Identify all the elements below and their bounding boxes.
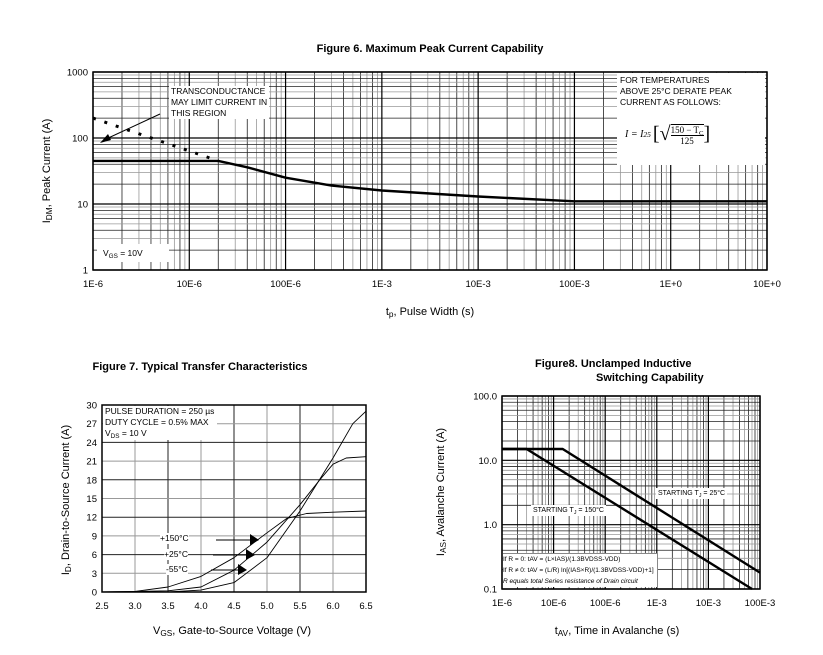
y-tick-label: 15 (86, 494, 97, 505)
x-tick-label: 5.5 (293, 601, 306, 612)
fig7-title: Figure 7. Typical Transfer Characteristi… (92, 361, 308, 373)
y-tick-label: 1.0 (484, 520, 497, 531)
fig6-derate-box: FOR TEMPERATURES ABOVE 25°C DERATE PEAK … (617, 73, 765, 165)
y-tick-label: 0.1 (484, 585, 497, 596)
y-tick-label: 100 (72, 134, 88, 145)
x-tick-label: 100E-3 (559, 279, 590, 290)
x-tick-label: 1E-3 (372, 279, 392, 290)
x-tick-label: 3.0 (128, 601, 141, 612)
fig7-label-25c: +25°C (164, 549, 188, 560)
fig6-ylabel: IDM, Peak Current (A) (41, 118, 54, 224)
y-tick-label: 27 (86, 419, 97, 430)
series-line--150-c (101, 510, 367, 593)
fig7-conditions-note: PULSE DURATION = 250 µs DUTY CYCLE = 0.5… (103, 406, 218, 440)
x-tick-label: 4.0 (194, 601, 207, 612)
plot-frame (92, 71, 768, 271)
fig8-label-25c: STARTING TJ = 25°C (656, 488, 728, 499)
y-tick-label: 30 (86, 401, 97, 412)
x-tick-label: 1E-6 (492, 598, 512, 609)
fig8-xlabel: tAV, Time in Avalanche (s) (554, 625, 680, 638)
x-tick-label: 6.0 (326, 601, 339, 612)
x-tick-label: 10E-6 (541, 598, 566, 609)
series-line--25-c (101, 456, 367, 593)
y-tick-label: 9 (92, 531, 97, 542)
fig7-plot: 2.5 3.0 3.5 4.0 4.5 5.0 5.5 6.0 6.5 0 3 6 9 12 15 18 21 2… (86, 401, 372, 613)
x-tick-label: 100E-3 (745, 598, 776, 609)
fig8-ylabel: IAS, Avalanche Current (A) (435, 427, 448, 557)
x-tick-label: 2.5 (95, 601, 108, 612)
series-line-0 (93, 159, 767, 203)
transconductance-arrow-line (103, 113, 161, 141)
series-line-starting-tj-150-c (502, 447, 753, 591)
fig6-derate-formula: I = I 25 [√ 150 − TC 125 ] (625, 123, 711, 146)
fig8-equations: If R = 0: tAV = (L×IAS)/(1.3BVDSS-VDD) I… (503, 553, 658, 587)
y-tick-label: 18 (86, 475, 97, 486)
y-tick-label: 10 (77, 200, 88, 211)
x-tick-label: 10E-6 (177, 279, 202, 290)
arrowhead-icon (238, 564, 247, 575)
series-line--55-c (102, 410, 367, 593)
fig7-label-150c: +150°C (160, 533, 189, 544)
transconductance-arrowhead-icon (100, 134, 111, 143)
x-tick-label: 100E-6 (270, 279, 301, 290)
arrowhead-icon (246, 549, 255, 560)
fig6-xlabel: tp, Pulse Width (s) (385, 306, 475, 319)
y-tick-label: 100.0 (473, 392, 497, 403)
x-tick-label: 3.5 (161, 601, 174, 612)
y-tick-label: 6 (92, 550, 97, 561)
y-tick-label: 12 (86, 513, 97, 524)
x-tick-label: 10E-3 (696, 598, 721, 609)
x-tick-label: 5.0 (260, 601, 273, 612)
fig6-plot: 1E-6 10E-6 100E-6 1E-3 10E-3 100E-3 1E+0 10E+0 1… (67, 68, 781, 291)
y-tick-label: 1000 (67, 68, 88, 79)
plot-frame (501, 395, 761, 590)
y-tick-label: 21 (86, 457, 97, 468)
arrowhead-icon (250, 534, 259, 545)
fig8-title-line2: Switching Capability (596, 372, 704, 384)
x-tick-label: 1E+0 (659, 279, 681, 290)
fig6-transconductance-note: TRANSCONDUCTANCE MAY LIMIT CURRENT IN TH… (169, 86, 270, 119)
y-tick-label: 10.0 (479, 456, 498, 467)
fig8-title-line1: Figure8. Unclamped Inductive (535, 358, 692, 370)
fig6-title: Figure 6. Maximum Peak Current Capabilit… (316, 43, 544, 55)
plot-frame (101, 404, 367, 593)
fig7-xlabel: VGS, Gate-to-Source Voltage (V) (152, 625, 312, 638)
fig6-vgs-note: VGS = 10V (97, 244, 169, 262)
fig6-derate-note: FOR TEMPERATURES ABOVE 25°C DERATE PEAK … (620, 75, 765, 108)
x-tick-label: 100E-6 (590, 598, 621, 609)
x-tick-label: 10E+0 (753, 279, 781, 290)
x-tick-label: 10E-3 (465, 279, 490, 290)
y-tick-label: 1 (83, 266, 88, 277)
x-tick-label: 1E-3 (647, 598, 667, 609)
x-tick-label: 4.5 (227, 601, 240, 612)
x-tick-label: 6.5 (359, 601, 372, 612)
fig7-label-55c: -55°C (166, 564, 188, 575)
fig7-ylabel: ID, Drain-to-Source Current (A) (60, 424, 73, 576)
x-tick-label: 1E-6 (83, 279, 103, 290)
fig8-label-150c: STARTING TJ = 150°C (531, 505, 606, 516)
y-tick-label: 0 (92, 588, 97, 599)
series-line-1 (92, 116, 219, 163)
y-tick-label: 3 (92, 569, 97, 580)
y-tick-label: 24 (86, 438, 97, 449)
